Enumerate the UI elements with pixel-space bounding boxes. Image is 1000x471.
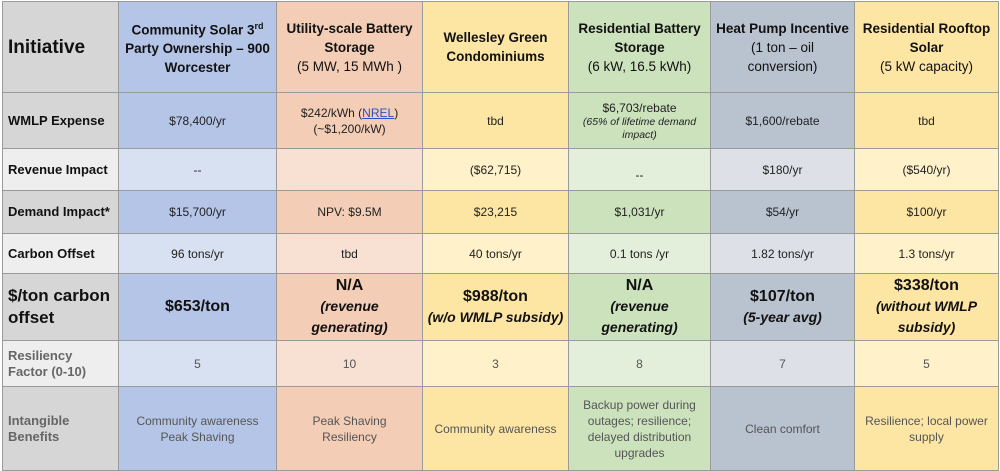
row-label: Revenue Impact bbox=[2, 148, 119, 191]
cell: 3 bbox=[422, 340, 569, 387]
cell: $23,215 bbox=[422, 190, 569, 234]
cell: $100/yr bbox=[854, 190, 999, 234]
cell: Community awareness bbox=[422, 386, 569, 471]
row-intangible-benefits: Intangible Benefits Community awareness … bbox=[2, 386, 999, 471]
nrel-link[interactable]: NREL bbox=[362, 105, 395, 120]
cell: tbd bbox=[422, 92, 569, 149]
row-wmlp-expense: WMLP Expense $78,400/yr $242/kWh (NREL) … bbox=[2, 92, 999, 149]
row-label: Demand Impact* bbox=[2, 190, 119, 234]
cell bbox=[276, 148, 423, 191]
cell: -- bbox=[118, 148, 277, 191]
cell: tbd bbox=[276, 233, 423, 274]
col-header-rooftop-solar: Residential Rooftop Solar (5 kW capacity… bbox=[854, 1, 999, 93]
cell: N/A (revenue generating) bbox=[568, 273, 711, 341]
cell: $338/ton (without WMLP subsidy) bbox=[854, 273, 999, 341]
cell: 8 bbox=[568, 340, 711, 387]
row-revenue-impact: Revenue Impact -- ($62,715) -- $180/yr (… bbox=[2, 148, 999, 191]
row-resiliency-factor: Resiliency Factor (0-10) 5 10 3 8 7 5 bbox=[2, 340, 999, 387]
cell: $180/yr bbox=[710, 148, 855, 191]
cell: Backup power during outages; resilience;… bbox=[568, 386, 711, 471]
row-carbon-offset: Carbon Offset 96 tons/yr tbd 40 tons/yr … bbox=[2, 233, 999, 274]
cell: 5 bbox=[854, 340, 999, 387]
row-label: Resiliency Factor (0-10) bbox=[2, 340, 119, 387]
cell: $15,700/yr bbox=[118, 190, 277, 234]
col-header-utility-battery: Utility-scale Battery Storage (5 MW, 15 … bbox=[276, 1, 423, 93]
cell: $6,703/rebate (65% of lifetime demand im… bbox=[568, 92, 711, 149]
cell: NPV: $9.5M bbox=[276, 190, 423, 234]
cell: N/A (revenue generating) bbox=[276, 273, 423, 341]
row-dollar-per-ton: $/ton carbon offset $653/ton N/A (revenu… bbox=[2, 273, 999, 341]
cell: 7 bbox=[710, 340, 855, 387]
cell: $107/ton (5-year avg) bbox=[710, 273, 855, 341]
cell: $653/ton bbox=[118, 273, 277, 341]
cell: $242/kWh (NREL) (~$1,200/kW) bbox=[276, 92, 423, 149]
col-header-heat-pump: Heat Pump Incentive (1 ton – oil convers… bbox=[710, 1, 855, 93]
cell: tbd bbox=[854, 92, 999, 149]
cell: $988/ton (w/o WMLP subsidy) bbox=[422, 273, 569, 341]
row-label: Intangible Benefits bbox=[2, 386, 119, 471]
cell: $54/yr bbox=[710, 190, 855, 234]
cell: $1,600/rebate bbox=[710, 92, 855, 149]
cell: 5 bbox=[118, 340, 277, 387]
cell: Community awareness Peak Shaving bbox=[118, 386, 277, 471]
row-label: WMLP Expense bbox=[2, 92, 119, 149]
cell: $1,031/yr bbox=[568, 190, 711, 234]
cell: ($62,715) bbox=[422, 148, 569, 191]
cell: $78,400/yr bbox=[118, 92, 277, 149]
cell: 1.82 tons/yr bbox=[710, 233, 855, 274]
cell: Clean comfort bbox=[710, 386, 855, 471]
cell: -- bbox=[568, 148, 711, 191]
header-row: Initiative Community Solar 3rd Party Own… bbox=[2, 1, 999, 93]
row-label: Carbon Offset bbox=[2, 233, 119, 274]
col-header-wellesley-condos: Wellesley Green Condominiums bbox=[422, 1, 569, 93]
row-demand-impact: Demand Impact* $15,700/yr NPV: $9.5M $23… bbox=[2, 190, 999, 234]
col-header-residential-battery: Residential Battery Storage (6 kW, 16.5 … bbox=[568, 1, 711, 93]
initiative-header: Initiative bbox=[2, 1, 119, 93]
cell: Resilience; local power supply bbox=[854, 386, 999, 471]
cell: ($540/yr) bbox=[854, 148, 999, 191]
cell: Peak Shaving Resiliency bbox=[276, 386, 423, 471]
row-label: $/ton carbon offset bbox=[2, 273, 119, 341]
cell: 96 tons/yr bbox=[118, 233, 277, 274]
cell: 0.1 tons /yr bbox=[568, 233, 711, 274]
col-header-community-solar: Community Solar 3rd Party Ownership – 90… bbox=[118, 1, 277, 93]
cell: 40 tons/yr bbox=[422, 233, 569, 274]
cell: 1.3 tons/yr bbox=[854, 233, 999, 274]
cell: 10 bbox=[276, 340, 423, 387]
